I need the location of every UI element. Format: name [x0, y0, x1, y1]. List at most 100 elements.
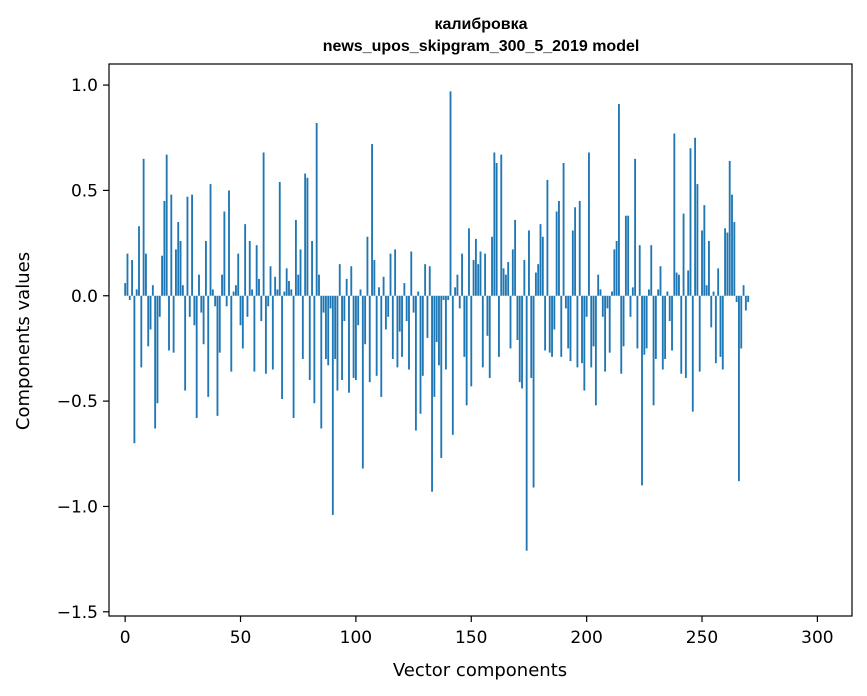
bar: [511, 249, 514, 296]
bar: [230, 295, 233, 372]
bar: [578, 200, 581, 296]
bar: [620, 295, 623, 374]
x-tick-label: 150: [455, 628, 487, 648]
bar: [336, 295, 339, 391]
bar: [232, 291, 235, 296]
bar: [680, 295, 683, 374]
bar: [301, 295, 304, 359]
bar: [382, 276, 385, 296]
bar: [398, 295, 401, 332]
bar: [311, 240, 313, 296]
bar: [179, 240, 182, 296]
bar: [234, 285, 237, 296]
bar: [421, 295, 424, 376]
x-tick-label: 0: [120, 628, 131, 648]
bar: [541, 236, 544, 296]
chart-title: калибровка: [434, 16, 527, 33]
bar: [375, 295, 378, 376]
bar: [708, 240, 710, 296]
bar: [744, 295, 747, 311]
bar: [705, 285, 708, 296]
bar: [433, 295, 436, 397]
bar: [664, 295, 667, 359]
bar: [207, 295, 210, 397]
bar: [133, 295, 136, 444]
bar: [216, 295, 219, 416]
bar: [135, 289, 138, 296]
bar: [590, 295, 593, 368]
bar: [359, 289, 362, 296]
bar: [687, 270, 690, 296]
bar: [373, 259, 376, 296]
bar: [671, 295, 673, 351]
bar: [274, 276, 277, 296]
x-axis: 0 50 100 150 200 250 300: [120, 616, 834, 648]
bar: [262, 152, 265, 296]
bar: [140, 295, 143, 368]
bar: [378, 287, 380, 296]
bar: [477, 264, 480, 296]
bar: [703, 205, 706, 296]
y-tick-label: −0.5: [57, 392, 98, 412]
bar: [285, 268, 288, 296]
bar: [170, 194, 173, 296]
bar: [142, 158, 145, 296]
bar: [592, 295, 595, 347]
bar: [424, 264, 427, 296]
bar: [195, 295, 198, 418]
bar: [606, 295, 609, 309]
bar: [710, 295, 713, 328]
bar: [631, 287, 634, 296]
x-tick-label: 300: [801, 628, 833, 648]
bar: [292, 295, 295, 418]
bars-group: [124, 91, 750, 551]
bar: [648, 289, 650, 296]
bar: [431, 295, 433, 492]
bar: [350, 266, 353, 296]
bar: [634, 158, 637, 296]
bar: [204, 240, 207, 296]
bar: [221, 274, 223, 296]
bar: [313, 295, 316, 404]
bar: [184, 295, 187, 391]
bar: [147, 295, 150, 347]
bar: [539, 224, 542, 296]
bar: [588, 152, 590, 296]
bar: [391, 295, 394, 359]
bar: [214, 295, 217, 307]
bar: [622, 295, 625, 347]
bar: [701, 230, 703, 296]
bar: [521, 295, 523, 389]
y-axis: 1.0 0.5 0.0 −0.5 −1.0 −1.5: [57, 76, 109, 623]
bar: [371, 144, 373, 296]
bar: [735, 295, 738, 303]
bar: [269, 266, 272, 296]
bar: [597, 274, 600, 296]
bar: [474, 238, 477, 296]
bar: [380, 295, 383, 397]
bar: [461, 253, 463, 296]
bar: [525, 295, 528, 551]
bar: [731, 194, 733, 296]
bar: [684, 295, 687, 378]
bar: [615, 240, 618, 296]
bar: [320, 295, 323, 429]
bar: [255, 245, 258, 296]
bar: [394, 249, 397, 296]
bar: [479, 251, 482, 296]
bar: [654, 295, 657, 359]
bar: [218, 295, 221, 353]
bar: [691, 295, 694, 412]
bar: [516, 295, 519, 340]
bar: [248, 240, 251, 296]
bar: [514, 219, 517, 296]
bar: [128, 295, 131, 300]
bar: [440, 295, 443, 458]
chart-subtitle: news_upos_skipgram_300_5_2019 model: [323, 38, 640, 55]
bar: [126, 253, 129, 296]
bar: [163, 200, 166, 296]
y-tick-label: −1.5: [57, 603, 98, 623]
bar: [698, 295, 701, 372]
bar: [558, 200, 560, 296]
bar: [405, 295, 408, 322]
